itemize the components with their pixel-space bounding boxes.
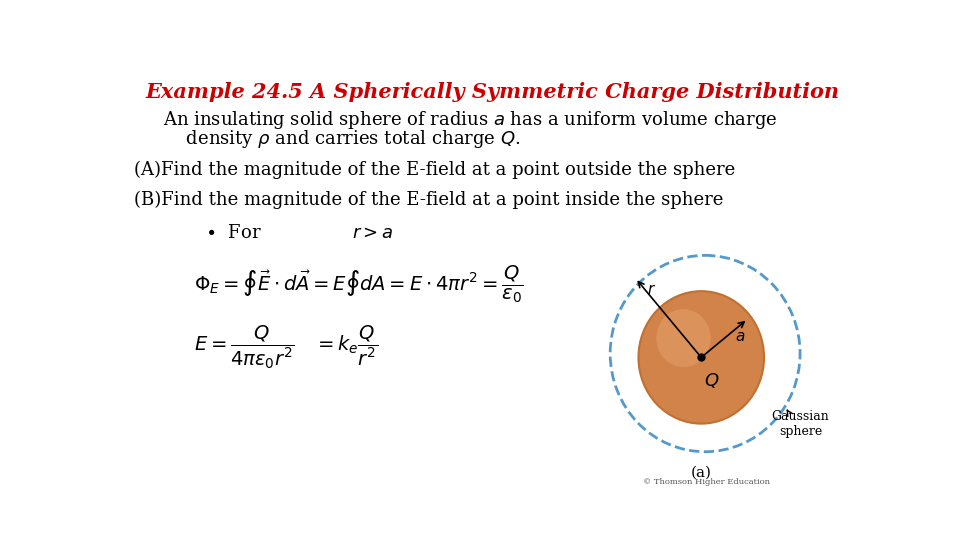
Text: © Thomson Higher Education: © Thomson Higher Education (643, 478, 770, 487)
Text: (a): (a) (691, 465, 711, 479)
Ellipse shape (638, 291, 764, 423)
Text: $Q$: $Q$ (704, 371, 719, 390)
Text: $\bullet$  For: $\bullet$ For (205, 224, 262, 242)
Text: Gaussian
sphere: Gaussian sphere (772, 410, 829, 438)
Text: Example 24.5 A Spherically Symmetric Charge Distribution: Example 24.5 A Spherically Symmetric Cha… (145, 82, 839, 102)
Text: $a$: $a$ (734, 329, 745, 343)
Text: (B)Find the magnitude of the E-field at a point inside the sphere: (B)Find the magnitude of the E-field at … (134, 190, 723, 208)
Ellipse shape (657, 309, 710, 367)
Text: $\Phi_E = \oint \vec{E} \cdot d\vec{A}= E\oint dA = E \cdot 4\pi r^2 = \dfrac{Q}: $\Phi_E = \oint \vec{E} \cdot d\vec{A}= … (194, 264, 523, 305)
Text: $E = \dfrac{Q}{4\pi\varepsilon_0 r^2} \quad = k_e \dfrac{Q}{r^2}$: $E = \dfrac{Q}{4\pi\varepsilon_0 r^2} \q… (194, 323, 377, 370)
Text: $r$: $r$ (647, 284, 656, 298)
Text: (A)Find the magnitude of the E-field at a point outside the sphere: (A)Find the magnitude of the E-field at … (134, 161, 735, 179)
Text: density $\rho$ and carries total charge $Q$.: density $\rho$ and carries total charge … (162, 128, 520, 150)
Text: An insulating solid sphere of radius $a$ has a uniform volume charge: An insulating solid sphere of radius $a$… (162, 110, 778, 131)
Text: $r > a$: $r > a$ (352, 224, 394, 242)
